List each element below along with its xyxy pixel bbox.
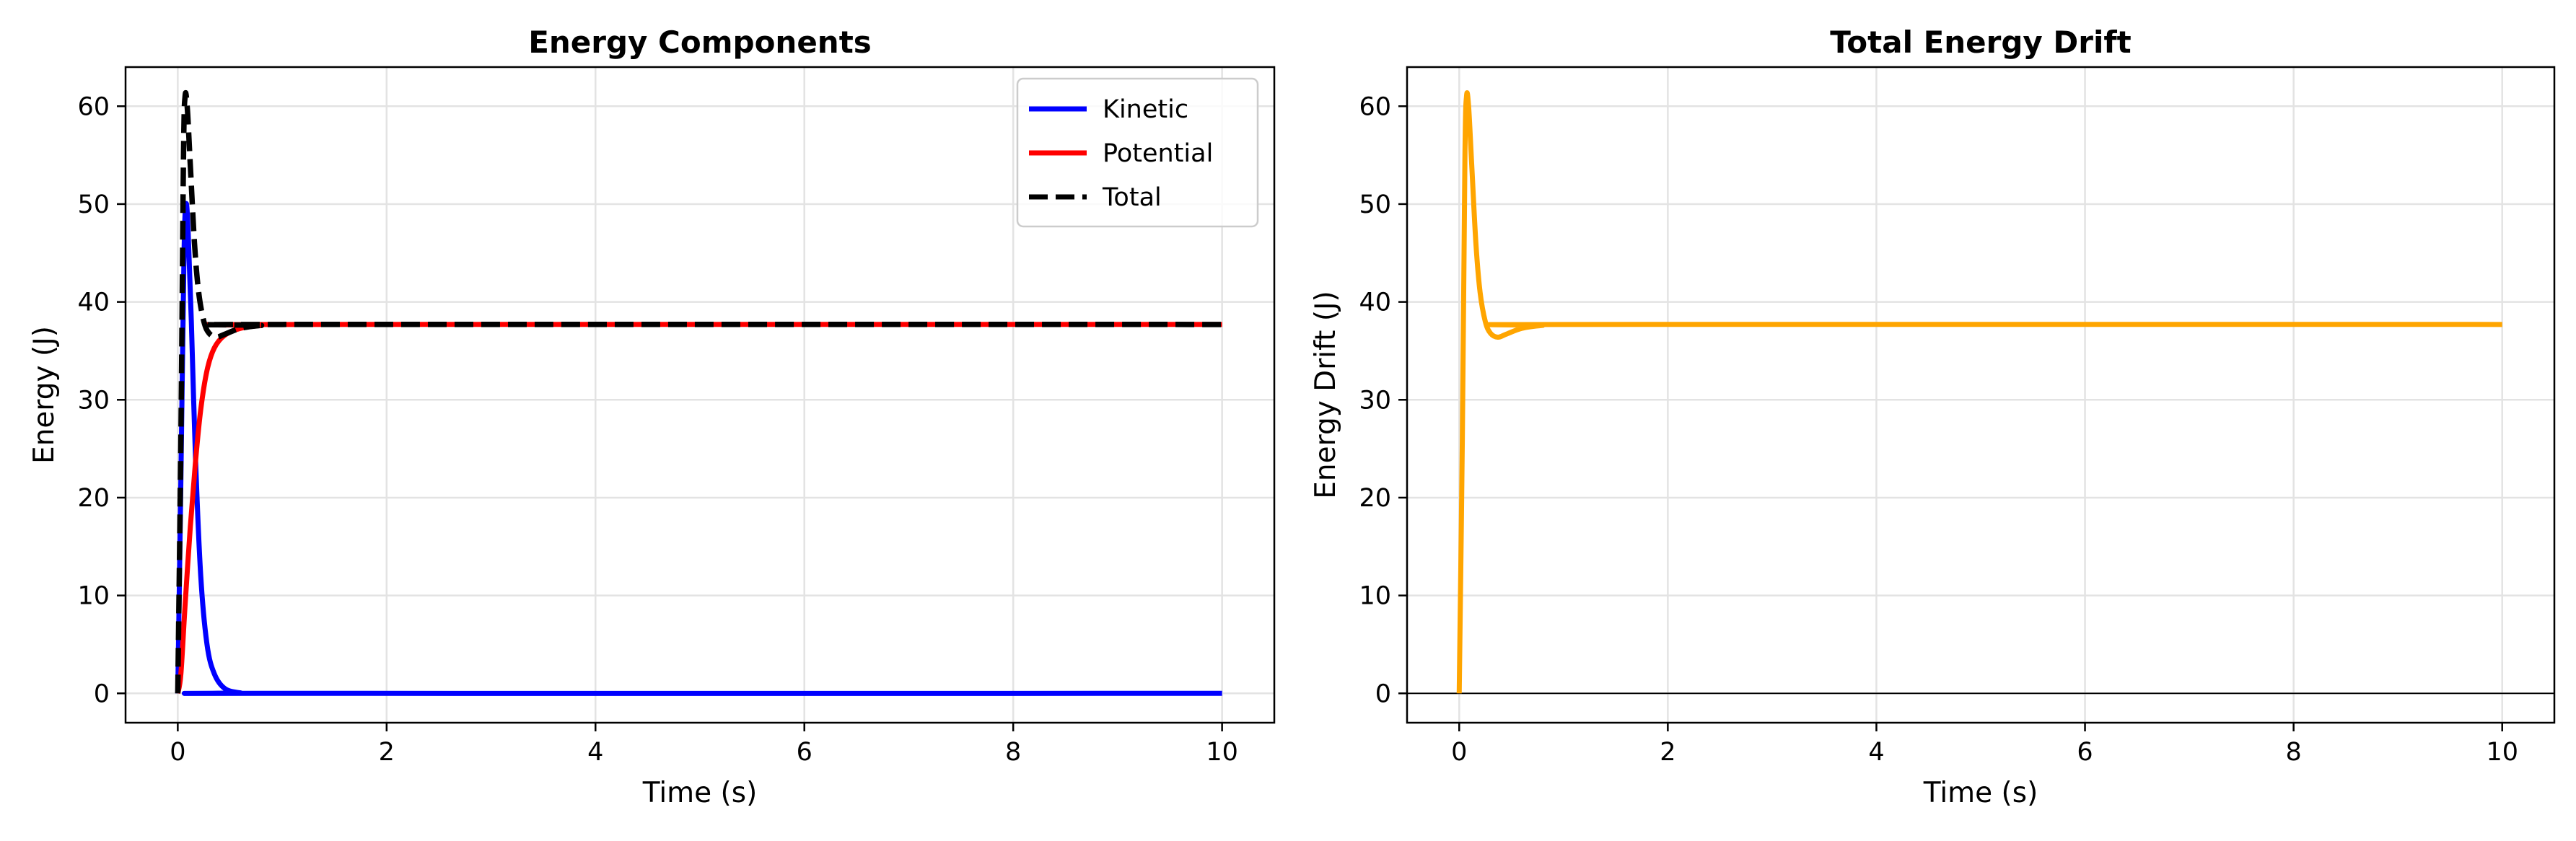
x-tick-label: 6	[2077, 738, 2093, 767]
y-tick-label: 0	[94, 679, 110, 708]
x-tick-label: 0	[1451, 738, 1467, 767]
x-tick-label: 10	[2486, 738, 2518, 767]
axes-frame	[124, 66, 1276, 724]
y-tick-label: 10	[1359, 582, 1391, 611]
subplot-2: 0 2 4 6 8 10 0 10 20 30 40 50 60 Total Energy Drift Ti…	[1310, 25, 2556, 809]
x-axis-label: Time (s)	[642, 777, 758, 809]
y-tick-label: 30	[77, 386, 110, 415]
y-tick-label: 40	[77, 289, 110, 317]
x-tick-label: 4	[587, 738, 603, 767]
chart-title: Total Energy Drift	[1830, 25, 2132, 60]
legend-label-kinetic: Kinetic	[1103, 95, 1188, 124]
legend: Kinetic Potential Total	[1016, 77, 1259, 228]
y-tick-label: 40	[1359, 289, 1391, 317]
y-tick-label: 60	[77, 92, 110, 121]
y-tick-label: 60	[1359, 92, 1391, 121]
x-tick-label: 10	[1206, 738, 1238, 767]
legend-label-total: Total	[1102, 183, 1162, 212]
y-axis-label: Energy (J)	[28, 326, 61, 464]
x-tick-label: 4	[1868, 738, 1884, 767]
y-tick-label: 10	[77, 582, 110, 611]
chart-title: Energy Components	[528, 25, 872, 60]
y-tick-label: 30	[1359, 386, 1391, 415]
y-axis-label: Energy Drift (J)	[1310, 291, 1342, 499]
x-tick-label: 8	[2285, 738, 2301, 767]
y-tick-label: 0	[1375, 679, 1391, 708]
y-tick-label: 50	[77, 190, 110, 219]
legend-label-potential: Potential	[1103, 139, 1213, 168]
x-tick-label: 6	[797, 738, 812, 767]
x-tick-label: 2	[1660, 738, 1675, 767]
x-tick-label: 2	[379, 738, 395, 767]
series-line-kinetic	[175, 201, 1222, 696]
axes-frame	[1406, 66, 2556, 724]
subplot-1: 0 2 4 6 8 10 0 10 20 30 40 50 60 Energy Components Tim…	[28, 25, 1276, 809]
series-line-potential	[175, 322, 1222, 694]
series-line-total	[175, 90, 1222, 694]
x-tick-label: 0	[170, 738, 185, 767]
y-tick-label: 20	[77, 484, 110, 513]
y-tick-label: 50	[1359, 190, 1391, 219]
series-line-drift	[1456, 90, 2502, 694]
legend-box	[1016, 77, 1259, 228]
x-tick-label: 8	[1005, 738, 1021, 767]
x-axis-label: Time (s)	[1923, 777, 2038, 809]
y-tick-label: 20	[1359, 484, 1391, 513]
